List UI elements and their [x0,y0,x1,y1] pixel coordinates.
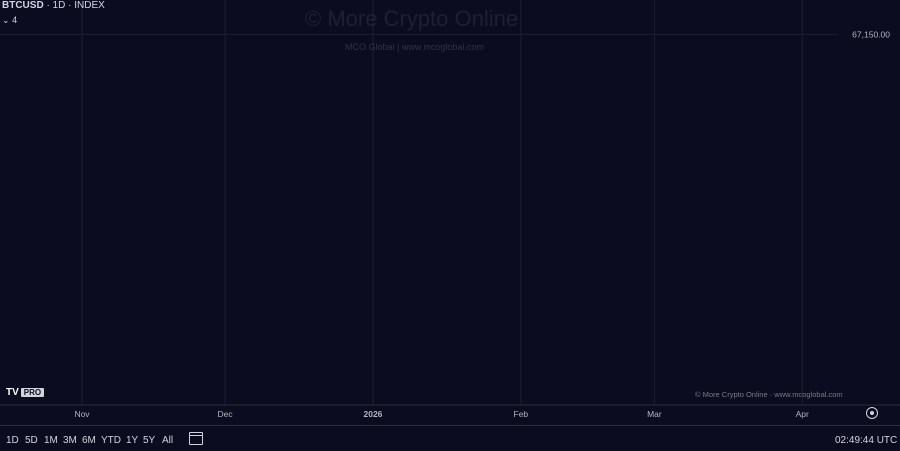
credit-text: © More Crypto Online · www.mcoglobal.com [695,390,843,399]
symbol-name: BTCUSD [2,0,44,11]
watermark: © More Crypto Online [305,6,519,31]
bottom-toolbar: 1D 5D 1M 3M 6M YTD 1Y 5Y All 02:49:44 UT… [0,425,900,451]
price-axis: 124,000.00120,000.00116,000.00111,000.00… [852,29,890,39]
timeframe-all[interactable]: All [162,435,174,446]
x-tick-label: Apr [796,409,809,419]
symbol-details: · 1D · INDEX [43,0,105,11]
time-axis: Nov Dec 2026 Feb Mar Apr [0,404,900,419]
x-tick-label: 2026 [364,409,383,419]
timeframe-ytd[interactable]: YTD [101,435,121,446]
pro-badge: PRO [20,388,45,397]
tradingview-logo[interactable]: TV PRO [6,387,45,398]
x-tick-label: Feb [514,409,529,419]
timeframe-5d[interactable]: 5D [25,435,38,446]
indicators-toggle[interactable]: ⌄ 4 [2,15,17,26]
timeframe-1m[interactable]: 1M [44,435,58,446]
x-tick-label: Nov [74,409,90,419]
watermark-sub: MCO Global | www.mcoglobal.com [345,42,484,52]
price-chart[interactable]: iiⒷⒶⒸⒶⒷaiii②ivⒸⒶⒷⒶⒷB-wave supportbⒸⒸvc(a… [0,0,900,425]
x-tick-label: Dec [218,409,234,419]
gear-icon[interactable] [866,407,878,419]
x-tick-label: Mar [647,409,662,419]
symbol-header[interactable]: BTCUSD · 1D · INDEX [2,0,105,11]
calendar-icon[interactable] [189,432,203,445]
chevron-down-icon: ⌄ [2,15,10,25]
timeframe-5y[interactable]: 5Y [143,435,156,446]
y-tick-label: 67,150.00 [852,29,890,39]
timeframe-1d[interactable]: 1D [6,435,19,446]
logo-text: TV [6,387,19,398]
indicator-count: 4 [12,15,18,25]
utc-clock[interactable]: 02:49:44 UTC [835,435,898,446]
grid-lines [0,0,838,405]
timeframe-3m[interactable]: 3M [63,435,77,446]
timeframe-6m[interactable]: 6M [82,435,96,446]
timeframe-1y[interactable]: 1Y [126,435,139,446]
